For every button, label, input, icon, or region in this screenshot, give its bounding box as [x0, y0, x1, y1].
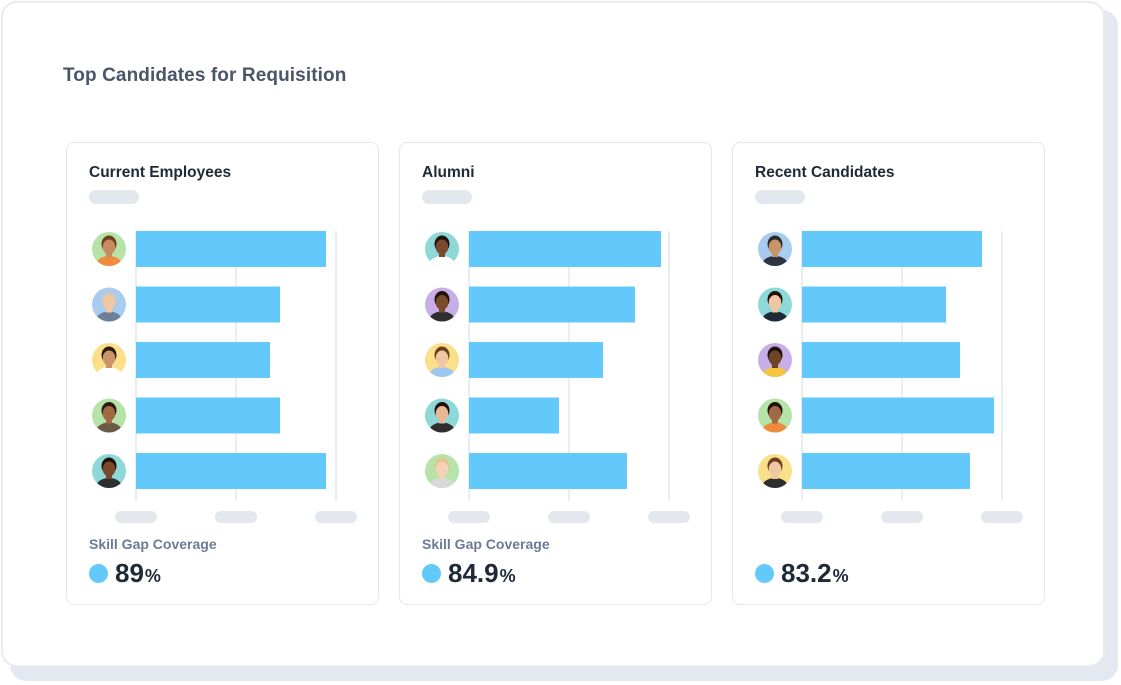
bar — [802, 397, 994, 434]
coverage-unit: % — [144, 565, 161, 586]
coverage-value: 83.2 — [781, 557, 832, 588]
panel-title: Recent Candidates — [755, 164, 895, 181]
avatar-face — [768, 239, 782, 255]
avatar-face — [768, 350, 782, 366]
avatar-face — [102, 239, 116, 255]
legend-dot — [755, 563, 774, 583]
tick-label-placeholder — [881, 511, 923, 523]
bar — [469, 231, 661, 267]
avatar-shoulders — [762, 256, 788, 266]
bar — [802, 286, 946, 323]
bar — [802, 453, 970, 489]
page-title: Top Candidates for Requisition — [63, 65, 347, 86]
bar-chart — [92, 231, 357, 523]
legend-dot — [422, 563, 441, 583]
panel-title: Current Employees — [89, 164, 232, 181]
coverage-unit: % — [832, 565, 849, 586]
coverage-label: Skill Gap Coverage — [89, 536, 217, 552]
avatar-shoulders — [762, 422, 788, 433]
bar — [136, 397, 280, 434]
avatar-face — [768, 461, 782, 477]
subtitle-placeholder — [755, 190, 805, 204]
avatar-shoulders — [762, 367, 788, 377]
panel-current-employees: Current Employees Skill Gap Coverage 89 … — [66, 142, 379, 605]
avatar-face — [102, 406, 116, 421]
person-avatar-icon — [425, 287, 459, 322]
avatar-face — [768, 406, 782, 421]
bar — [802, 231, 982, 267]
avatar-face — [102, 461, 116, 477]
tick-label-placeholder — [115, 511, 157, 523]
person-avatar-icon — [758, 454, 792, 488]
bar-chart — [758, 231, 1023, 523]
avatar-face — [435, 406, 449, 421]
avatar-face — [102, 350, 116, 366]
coverage-metric: 84.9 % — [422, 558, 516, 588]
avatar-face — [768, 295, 782, 310]
coverage-metric: 89 % — [89, 558, 161, 588]
subtitle-placeholder — [89, 190, 139, 204]
person-avatar-icon — [425, 454, 459, 488]
avatar-shoulders — [96, 478, 122, 488]
avatar-shoulders — [429, 311, 455, 322]
tick-label-placeholder — [981, 511, 1023, 523]
avatar-shoulders — [96, 367, 122, 377]
person-avatar-icon — [425, 398, 459, 433]
bar — [469, 453, 627, 489]
panel-title: Alumni — [422, 164, 475, 181]
tick-label-placeholder — [548, 511, 590, 523]
avatar-shoulders — [429, 422, 455, 433]
person-avatar-icon — [92, 287, 126, 322]
legend-dot — [89, 563, 108, 583]
tick-label-placeholder — [315, 511, 357, 523]
subtitle-placeholder — [422, 190, 472, 204]
bar — [802, 342, 960, 378]
avatar-shoulders — [762, 311, 788, 322]
bar — [136, 342, 270, 378]
person-avatar-icon — [92, 454, 126, 488]
avatar-face — [435, 239, 449, 255]
bar — [469, 342, 603, 378]
bar — [136, 453, 326, 489]
coverage-metric: 83.2 % — [755, 558, 849, 588]
avatar-face — [435, 295, 449, 310]
avatar-face — [102, 295, 116, 310]
avatar-shoulders — [96, 256, 122, 266]
person-avatar-icon — [92, 398, 126, 433]
avatar-face — [435, 461, 449, 477]
avatar-shoulders — [429, 256, 455, 266]
panel-recent-candidates: Recent Candidates 83.2 % — [732, 142, 1045, 605]
tick-label-placeholder — [781, 511, 823, 523]
person-avatar-icon — [425, 343, 459, 377]
coverage-value: 84.9 — [448, 557, 499, 588]
bar — [469, 286, 635, 323]
bar — [136, 231, 326, 267]
person-avatar-icon — [758, 343, 792, 377]
tick-label-placeholder — [215, 511, 257, 523]
coverage-label: Skill Gap Coverage — [422, 536, 550, 552]
avatar-face — [435, 350, 449, 366]
panel-alumni: Alumni Skill Gap Coverage 84.9 % — [399, 142, 712, 605]
person-avatar-icon — [92, 343, 126, 377]
avatar-shoulders — [96, 311, 122, 322]
bar-chart — [425, 231, 690, 523]
tick-label-placeholder — [448, 511, 490, 523]
person-avatar-icon — [758, 398, 792, 433]
avatar-shoulders — [96, 422, 122, 433]
coverage-unit: % — [499, 565, 516, 586]
bar — [469, 397, 559, 434]
person-avatar-icon — [758, 287, 792, 322]
avatar-shoulders — [762, 478, 788, 488]
bar — [136, 286, 280, 323]
avatar-shoulders — [429, 367, 455, 377]
person-avatar-icon — [92, 232, 126, 266]
person-avatar-icon — [758, 232, 792, 266]
avatar-shoulders — [429, 478, 455, 488]
coverage-value: 89 — [115, 557, 144, 588]
tick-label-placeholder — [648, 511, 690, 523]
person-avatar-icon — [425, 232, 459, 266]
